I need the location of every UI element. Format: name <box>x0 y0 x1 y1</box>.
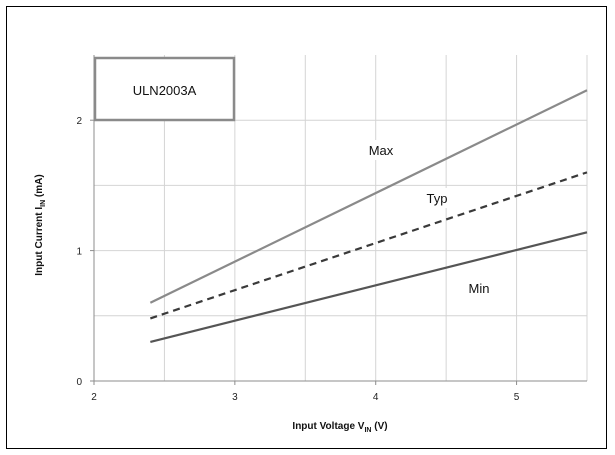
series-label-backing-typ <box>418 188 456 208</box>
series-lines <box>149 89 588 343</box>
device-label: ULN2003A <box>133 83 197 98</box>
x-axis-title-main: Input Voltage V <box>292 421 364 432</box>
x-tick-label: 5 <box>514 392 520 403</box>
y-axis-title-sub: IN <box>40 200 47 207</box>
y-tick-label: 0 <box>76 377 82 388</box>
x-axis-title-sub: IN <box>364 427 371 434</box>
x-tick-label: 4 <box>373 392 379 403</box>
series-label-backing-min <box>461 278 497 298</box>
series-line-min <box>150 231 588 343</box>
y-tick-label: 2 <box>76 116 82 127</box>
y-axis-title-tail: (mA) <box>34 174 45 200</box>
x-tick-label: 2 <box>91 392 97 403</box>
y-axis-title-main: Input Current I <box>34 207 45 276</box>
series-label-typ: Typ <box>427 191 448 206</box>
y-axis-title: Input Current IIN (mA) <box>34 174 47 275</box>
series-label-max: Max <box>369 143 394 158</box>
series-labels: Max Typ Min <box>361 140 497 298</box>
x-axis-title: Input Voltage VIN (V) <box>292 421 387 434</box>
series-line-max <box>149 89 588 304</box>
x-tick-label: 3 <box>232 392 238 403</box>
device-label-box: ULN2003A <box>93 56 236 122</box>
x-axis-title-tail: (V) <box>371 421 387 432</box>
series-label-backing-max <box>361 140 401 160</box>
series-label-min: Min <box>469 281 490 296</box>
series-line-typ <box>149 171 588 320</box>
y-tick-label: 1 <box>76 247 82 258</box>
